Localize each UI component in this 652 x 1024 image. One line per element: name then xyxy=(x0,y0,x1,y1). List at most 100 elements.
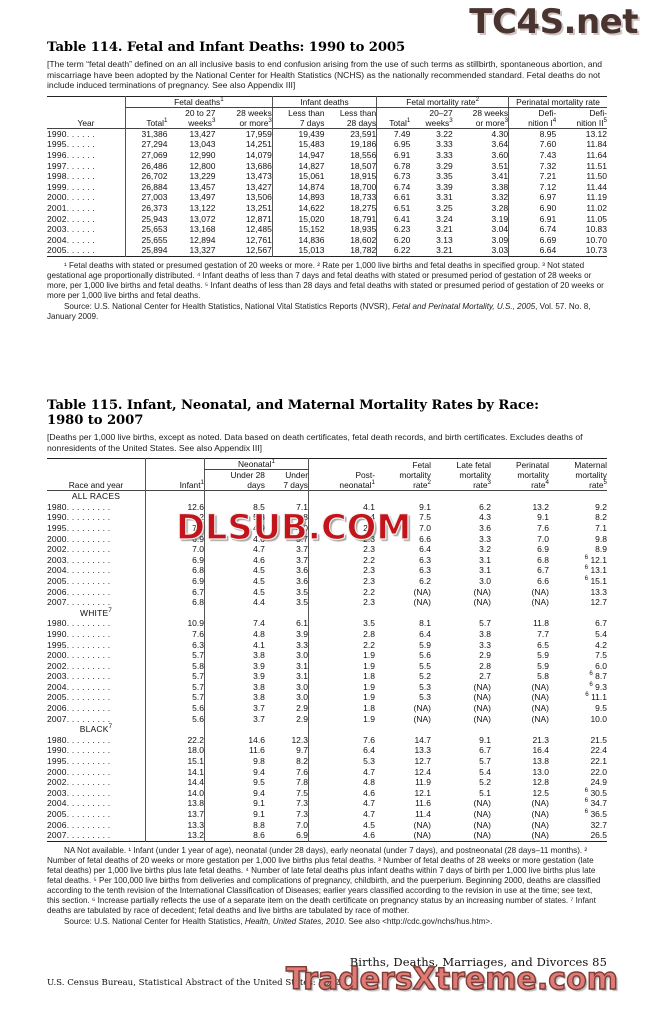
table-cell: 11.8 xyxy=(533,618,549,629)
table-115-block: Table 115. Infant, Neonatal, and Materna… xyxy=(47,398,607,927)
col-postneonatal: Post- neonatal1 xyxy=(308,458,375,491)
table-cell: 12,761 xyxy=(245,234,272,245)
row-stub-label: 2006. . . . . . . . . xyxy=(47,586,111,597)
table-cell: 16.4 xyxy=(532,745,549,756)
table-cell: 1.9 xyxy=(308,660,375,672)
table-cell: 4.2 xyxy=(595,639,607,650)
table-cell: 13,168 xyxy=(189,224,216,235)
group-header-label: ALL RACES xyxy=(71,491,121,502)
table-cell: 15,152 xyxy=(271,224,325,235)
table-cell: 5.4 xyxy=(479,766,491,777)
col-perinatal-def2: Defi- nition II5 xyxy=(576,107,607,128)
table-cell: 13,043 xyxy=(189,139,216,150)
table-cell: (NA) xyxy=(531,586,549,597)
table-cell: 12,871 xyxy=(245,213,272,224)
table-row: 2000. . . . . . . . . 6.9 4.6 3.7 2.3 6.6 3.3 7… xyxy=(47,533,607,545)
table-cell: 6.64 xyxy=(508,245,557,257)
table-row: 2002. . . . . . . . . 14.4 9.5 7.8 4.8 11.9 5.… xyxy=(47,777,607,788)
table-cell: 4.6 xyxy=(308,830,375,842)
table-cell: 27,069 xyxy=(125,149,168,161)
table-cell: 26,884 xyxy=(125,181,168,193)
col-infant-less7: Less than 7 days xyxy=(271,107,325,129)
footnote-marker: 6 xyxy=(584,786,589,794)
footnote-marker: 6 xyxy=(589,670,593,678)
footnote-marker: 6 xyxy=(585,691,589,699)
table-115: Race and year Infant1 Neonatal1 Post- ne… xyxy=(47,458,607,842)
table-cell: 6.7 xyxy=(145,586,205,598)
group-header-label: BLACK7 xyxy=(79,723,113,735)
table-row: 2003. . . . . . . . . 14.0 9.4 7.5 4.6 12.1 5.… xyxy=(47,786,607,799)
table-cell: 23,591 xyxy=(350,128,377,139)
table-cell: 7.21 xyxy=(508,171,557,182)
table-cell: (NA) xyxy=(531,819,549,830)
table-cell: 7.6 xyxy=(296,766,308,777)
table-cell: 10.83 xyxy=(585,224,607,235)
table-cell: 4.5 xyxy=(308,819,375,831)
table-cell: 6.8 xyxy=(537,554,549,565)
table-cell: 12.6 xyxy=(145,501,205,513)
table-cell: 13,473 xyxy=(245,171,272,182)
col-infant-less28: Less than 28 days xyxy=(339,107,377,128)
table-cell: 3.35 xyxy=(436,171,453,182)
table-cell: 3.0 xyxy=(296,681,308,692)
table-cell: 6.6 xyxy=(419,533,431,544)
table-cell: 5.3 xyxy=(419,692,431,703)
table-cell-empty xyxy=(203,607,265,619)
table-cell: 25,943 xyxy=(125,213,168,225)
table-cell: 14,874 xyxy=(271,181,325,193)
table-cell: 7.0 xyxy=(537,533,549,544)
table-cell: 18,935 xyxy=(350,224,377,235)
table-cell: 6 9.3 xyxy=(589,681,607,692)
table-cell: 8.6 xyxy=(203,830,265,842)
table-cell: 14,947 xyxy=(271,149,325,161)
table-cell: 6.7 xyxy=(595,618,607,629)
group-header-row: BLACK7 xyxy=(47,724,607,735)
table-cell: 13,229 xyxy=(189,171,216,182)
table-cell: 11.05 xyxy=(586,213,607,224)
table-cell: 6 13.1 xyxy=(584,564,607,576)
table-cell: 25,655 xyxy=(125,234,168,246)
table-cell: 6.90 xyxy=(508,202,557,214)
table-cell: 7.6 xyxy=(537,522,549,533)
row-stub-label: 2005. . . . . . . . . xyxy=(47,575,111,586)
table-115-footnote-text: NA Not available. ¹ Infant (under 1 year… xyxy=(47,845,601,916)
table-cell: 11.02 xyxy=(586,202,607,213)
table-cell: 6.9 xyxy=(145,554,205,566)
table-cell: 3.5 xyxy=(296,597,308,608)
table-cell-empty xyxy=(431,491,491,502)
table-cell: 12,990 xyxy=(189,149,216,160)
table-cell: 4.7 xyxy=(308,766,375,778)
table-cell: 6.9 xyxy=(296,830,308,841)
table-114-head: Year Fetal deaths1 Infant deaths Fetal m… xyxy=(47,96,607,129)
table-cell-empty xyxy=(375,491,431,502)
col-fetal-total: Total1 xyxy=(125,107,168,129)
table-cell: 3.6 xyxy=(296,575,308,586)
table-cell: 1.8 xyxy=(308,703,375,714)
table-cell: (NA) xyxy=(413,713,431,724)
table-row: 1999. . . . . . 26,884 13,457 13,427 14,874 1… xyxy=(47,181,607,193)
row-stub-label: 2000. . . . . . . . . xyxy=(47,533,111,544)
table-cell: 13.12 xyxy=(585,128,607,139)
table-cell: (NA) xyxy=(531,681,549,692)
table-cell: 2.2 xyxy=(308,554,375,566)
table-cell: 6.9 xyxy=(145,533,205,545)
table-cell: 2.3 xyxy=(308,533,375,545)
table-cell: 13.3 xyxy=(145,819,205,831)
table-cell: 3.33 xyxy=(436,139,453,150)
table-cell: 14,622 xyxy=(271,202,325,214)
table-cell: 3.7 xyxy=(296,533,308,544)
table-cell: 4.7 xyxy=(203,544,265,555)
table-row: 2007. . . . . . . . . 13.2 8.6 6.9 4.6 (NA) (N… xyxy=(47,830,607,842)
table-cell: 5.6 xyxy=(145,713,205,725)
table-cell: 2.2 xyxy=(308,586,375,598)
table-114-footnotes: ¹ Fetal deaths with stated or presumed g… xyxy=(47,261,607,322)
table-cell: 3.1 xyxy=(296,671,308,682)
table-cell: 2.9 xyxy=(296,713,308,724)
group-header-label: WHITE7 xyxy=(79,606,113,618)
table-cell: 2.3 xyxy=(308,544,375,555)
table-cell: 8.1 xyxy=(419,618,431,629)
table-cell: (NA) xyxy=(473,798,491,809)
footnote-marker: 6 xyxy=(589,681,593,689)
table-cell-empty xyxy=(145,724,205,735)
row-stub-label: 2006. . . . . . . . . xyxy=(47,819,111,830)
